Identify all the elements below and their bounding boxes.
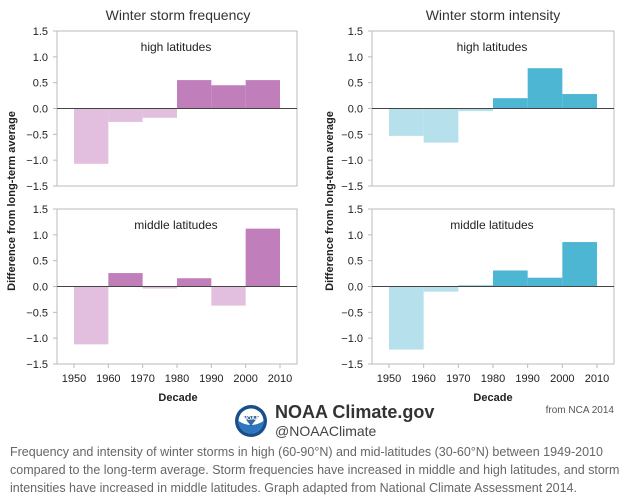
frequency-high-ytick-label: 0.0 [33,104,48,116]
storm-figure: Winter storm frequency Winter storm inte… [6,7,615,416]
intensity-middle-ytick-label: −1.0 [341,333,363,345]
source-credit: from NCA 2014 [546,405,615,416]
frequency-middle-ytick-label: −0.5 [26,307,48,319]
x-axis-title-right: Decade [473,392,512,404]
intensity-middle-ytick-label: −1.5 [341,359,363,371]
intensity-high-ytick-label: 0.0 [348,104,363,116]
intensity-middle-bar-1980-1990 [493,270,528,287]
intensity-high-latitudes-chart: 1.5 1.0 0.5 0.0 −0.5 −1.0 −1.5 high latitudes [341,26,615,193]
intensity-high-bar-1970-1980 [458,108,493,112]
intensity-high-bar-1980-1990 [493,98,528,109]
frequency-panel-title: Winter storm frequency [106,7,251,23]
intensity-middle-xtick-label: 2010 [585,373,609,385]
frequency-middle-xtick-label: 2000 [233,373,257,385]
intensity-high-bar-1990-2000 [527,68,563,109]
noaa-logo-icon: NOAA [235,405,267,437]
intensity-middle-ytick-label: −0.5 [341,307,363,319]
frequency-middle-ytick-label: 0.5 [33,256,48,268]
frequency-high-bar-1960-1970 [108,108,143,122]
intensity-high-ytick-label: 1.0 [348,52,363,64]
frequency-high-bar-1950-1960 [74,108,109,164]
frequency-high-ytick-label: 0.5 [33,78,48,90]
intensity-middle-bar-1960-1970 [423,286,459,292]
frequency-high-latitude-label: high latitudes [141,40,212,54]
frequency-middle-xtick-label: 1970 [130,373,154,385]
brand-name: NOAA Climate.gov [275,402,435,423]
intensity-high-ytick-label: −1.0 [341,155,363,167]
intensity-middle-ytick-label: 0.0 [348,282,363,294]
frequency-middle-bar-1980-1990 [177,278,212,287]
intensity-middle-bar-1950-1960 [389,286,424,350]
frequency-middle-xtick-label: 1960 [96,373,120,385]
intensity-middle-xtick-label: 1980 [481,373,505,385]
intensity-middle-ytick-label: 1.0 [348,230,363,242]
frequency-middle-bar-1970-1980 [142,286,177,289]
noaa-logo-text: NOAA [243,416,259,422]
intensity-middle-bar-1990-2000 [527,277,563,287]
frequency-middle-bar-1950-1960 [74,286,109,345]
frequency-middle-xtick-label: 1950 [62,373,86,385]
intensity-middle-ytick-label: 1.5 [348,204,363,216]
intensity-high-ytick-label: 1.5 [348,26,363,38]
intensity-high-bar-1960-1970 [423,108,459,143]
intensity-middle-latitude-label: middle latitudes [450,218,533,232]
frequency-high-ytick-label: −1.0 [26,155,48,167]
frequency-middle-bar-1960-1970 [108,273,143,287]
frequency-middle-ytick-label: 1.0 [33,230,48,242]
frequency-middle-ytick-label: 0.0 [33,282,48,294]
intensity-high-ytick-label: −0.5 [341,129,363,141]
frequency-middle-ytick-label: −1.0 [26,333,48,345]
frequency-middle-ytick-label: 1.5 [33,204,48,216]
y-axis-title-left: Difference from long-term average [6,111,18,291]
intensity-middle-xtick-label: 2000 [550,373,574,385]
intensity-middle-xtick-label: 1960 [411,373,435,385]
y-axis-title-right: Difference from long-term average [324,111,336,291]
intensity-high-ytick-label: −1.5 [341,181,363,193]
intensity-high-ytick-label: 0.5 [348,78,363,90]
frequency-middle-bar-2000-2010 [245,228,280,287]
frequency-middle-latitudes-chart: 1.5 1.0 0.5 0.0 −0.5 −1.0 −1.5 1950 1960 1970 1980… [26,204,298,385]
frequency-high-ytick-label: 1.0 [33,52,48,64]
figure-caption: Frequency and intensity of winter storms… [10,445,620,495]
intensity-middle-xtick-label: 1990 [515,373,539,385]
intensity-middle-xtick-label: 1970 [446,373,470,385]
frequency-high-bar-1970-1980 [142,108,177,118]
frequency-middle-ytick-label: −1.5 [26,359,48,371]
frequency-middle-bar-1990-2000 [211,286,246,306]
intensity-middle-xtick-label: 1950 [377,373,401,385]
intensity-high-bar-1950-1960 [389,108,424,136]
frequency-middle-xtick-label: 1980 [165,373,189,385]
frequency-middle-xtick-label: 2010 [268,373,292,385]
intensity-middle-bar-2000-2010 [562,242,597,287]
intensity-middle-latitudes-chart: 1.5 1.0 0.5 0.0 −0.5 −1.0 −1.5 1950 1960 1970 1980… [341,204,615,385]
noaa-brand: NOAA NOAA Climate.gov @NOAAClimate [234,402,434,440]
frequency-high-ytick-label: 1.5 [33,26,48,38]
frequency-high-bar-2000-2010 [245,80,280,109]
x-axis-title-left: Decade [158,392,197,404]
intensity-middle-ytick-label: 0.5 [348,256,363,268]
intensity-panel-title: Winter storm intensity [426,7,561,23]
intensity-high-latitude-label: high latitudes [457,40,528,54]
brand-handle: @NOAAClimate [275,423,377,440]
intensity-middle-bar-1970-1980 [458,285,493,287]
intensity-high-bar-2000-2010 [562,94,597,109]
frequency-high-latitudes-chart: 1.5 1.0 0.5 0.0 −0.5 −1.0 −1.5 high latitudes [26,26,298,193]
frequency-middle-latitude-label: middle latitudes [134,218,217,232]
frequency-middle-xtick-label: 1990 [199,373,223,385]
frequency-high-ytick-label: −1.5 [26,181,48,193]
frequency-high-bar-1980-1990 [177,80,212,109]
frequency-high-bar-1990-2000 [211,85,246,109]
frequency-high-ytick-label: −0.5 [26,129,48,141]
